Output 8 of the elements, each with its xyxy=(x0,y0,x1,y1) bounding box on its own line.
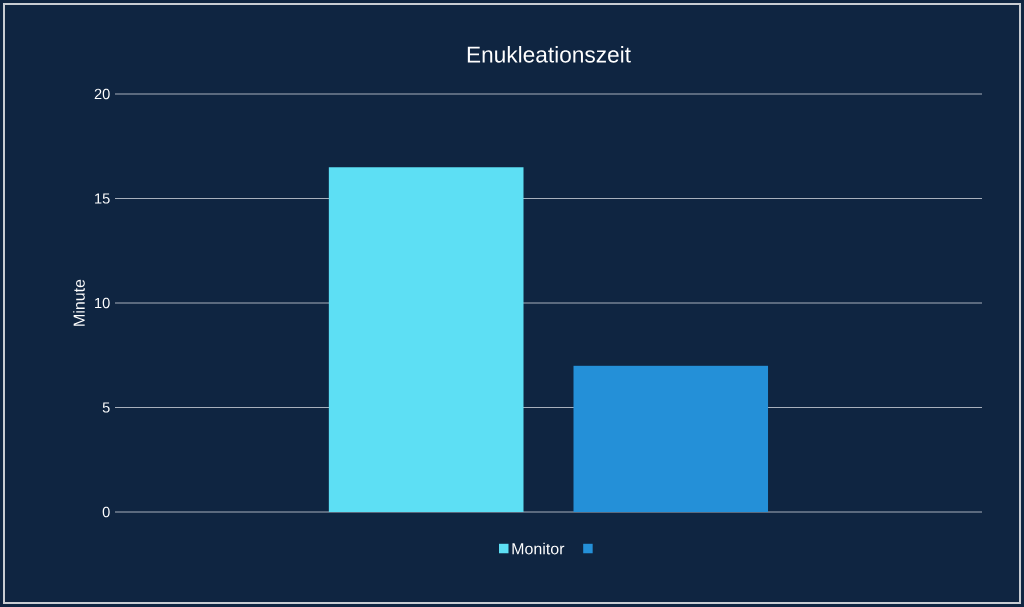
legend-label: Monitor xyxy=(512,542,565,555)
y-tick-label: 15 xyxy=(95,193,110,204)
y-tick-label: 0 xyxy=(102,506,110,518)
y-tick-label: 5 xyxy=(102,402,110,413)
y-axis-title: Minute xyxy=(73,279,85,326)
y-tick-label: 10 xyxy=(95,297,110,309)
y-tick-label: 20 xyxy=(94,88,110,100)
chart-title: Enukleationszeit xyxy=(467,45,631,63)
